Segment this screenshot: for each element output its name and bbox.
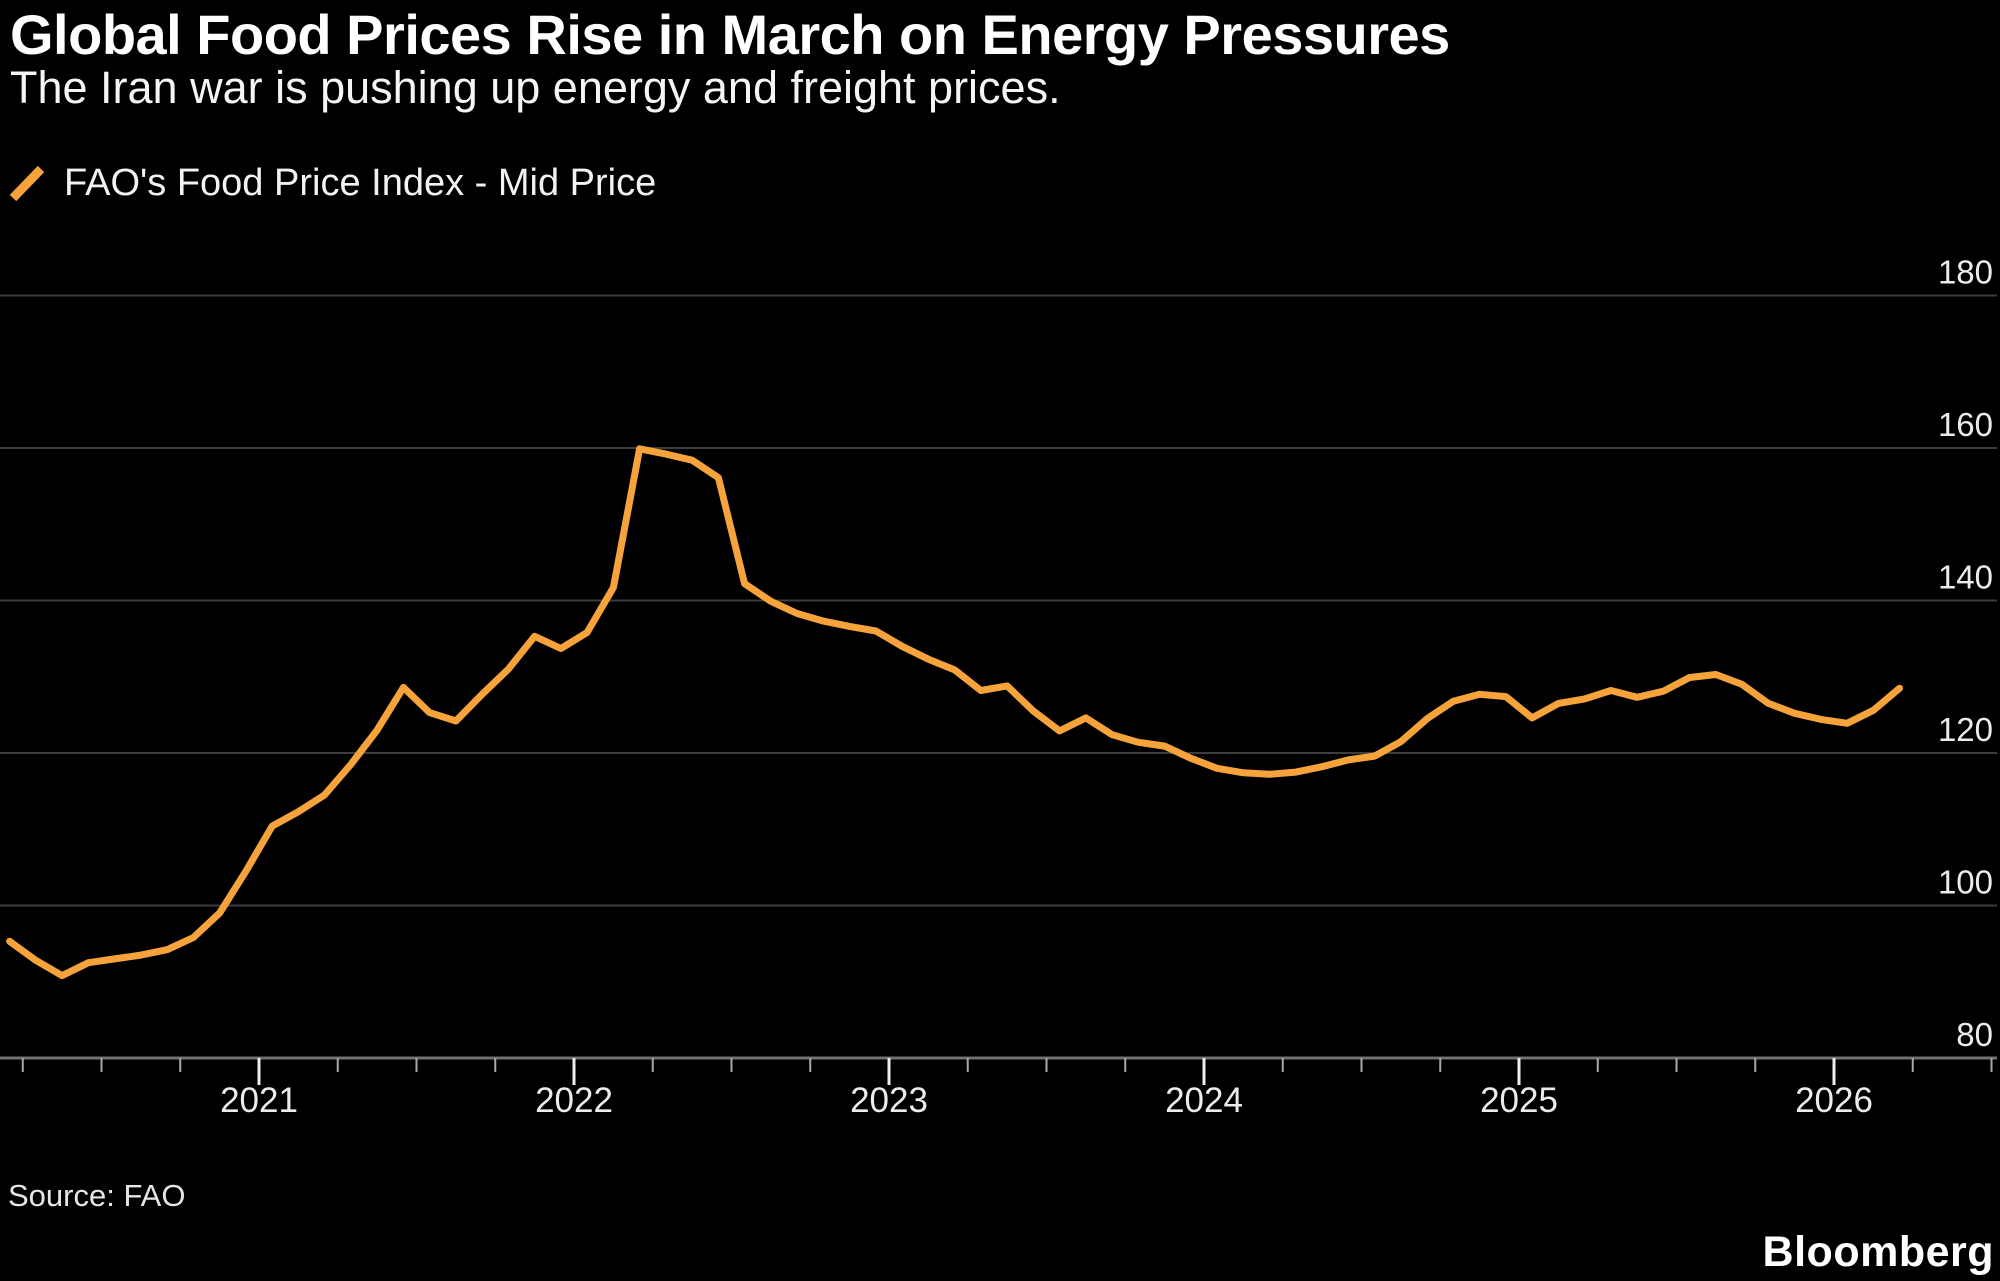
legend-slash-icon bbox=[9, 165, 45, 201]
x-axis-label: 2026 bbox=[1795, 1081, 1873, 1120]
x-axis-label: 2024 bbox=[1165, 1081, 1243, 1120]
x-axis-label: 2023 bbox=[850, 1081, 928, 1120]
x-axis-label: 2022 bbox=[535, 1081, 613, 1120]
price-line-series bbox=[6, 445, 1904, 980]
y-axis-label: 180 bbox=[1938, 254, 1993, 291]
page-subtitle: The Iran war is pushing up energy and fr… bbox=[10, 62, 1061, 113]
y-axis-label: 100 bbox=[1938, 864, 1993, 901]
chart-legend: FAO's Food Price Index - Mid Price bbox=[8, 162, 656, 205]
x-axis-label: 2021 bbox=[220, 1081, 298, 1120]
source-note: Source: FAO bbox=[8, 1178, 186, 1213]
bloomberg-logo: Bloomberg bbox=[1762, 1228, 1994, 1276]
y-axis-label: 120 bbox=[1938, 711, 1993, 748]
y-axis-label: 160 bbox=[1938, 406, 1993, 443]
page-title: Global Food Prices Rise in March on Ener… bbox=[10, 3, 1450, 66]
x-axis-label: 2025 bbox=[1480, 1081, 1558, 1120]
y-axis-label: 80 bbox=[1956, 1016, 1993, 1053]
y-axis-label: 140 bbox=[1938, 559, 1993, 596]
legend-series-label: FAO's Food Price Index - Mid Price bbox=[64, 162, 657, 204]
